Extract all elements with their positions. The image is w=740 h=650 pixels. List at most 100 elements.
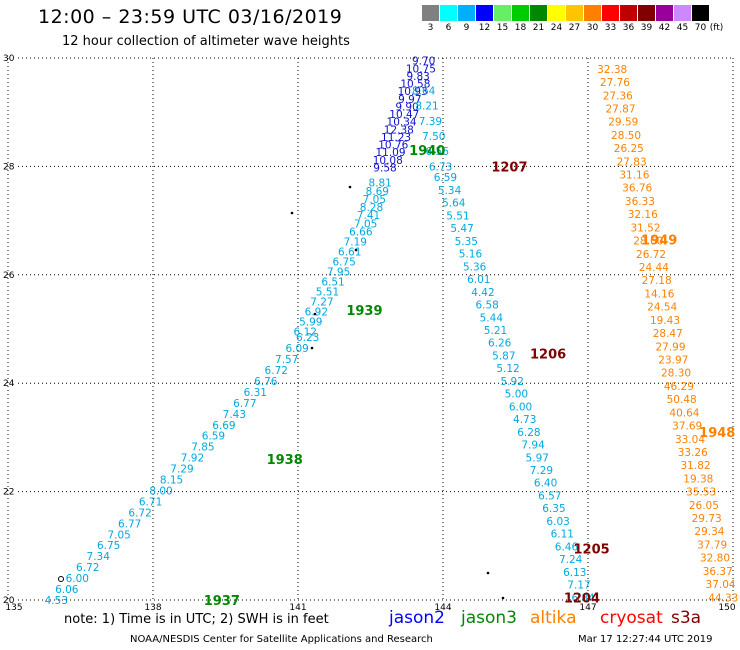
scale-swatch [458,5,475,21]
generation-timestamp: Mar 17 12:27:44 UTC 2019 [578,634,713,645]
wave-height-value: 7.57 [275,354,298,366]
wave-height-value: 5.51 [446,210,469,222]
pass-time-label: 1205 [574,543,610,558]
wave-height-value: 5.36 [463,261,487,273]
wave-height-value: 7.34 [87,551,111,563]
wave-height-value: 5.44 [480,312,504,324]
wave-height-value: 6.69 [212,420,235,432]
wave-height-value: 6.56 [426,146,450,158]
wave-height-value: 11.23 [381,132,411,144]
island-marker [486,571,490,575]
island-marker [313,312,317,316]
scale-swatch [422,5,439,21]
credit-line: NOAA/NESDIS Center for Satellite Applica… [130,634,433,645]
wave-height-value: 6.73 [429,161,452,173]
wave-height-value: 33.26 [678,447,708,459]
wave-height-value: 6.77 [233,398,256,410]
wave-height-value: 5.87 [492,350,515,362]
scale-swatch [584,5,601,21]
wave-height-value: 6.72 [128,507,151,519]
wave-height-value: 7.92 [181,453,204,465]
wave-height-value: 33.04 [675,434,705,446]
scale-label: 9 [463,23,470,33]
scale-swatch [476,5,493,21]
wave-height-value: 6.84 [571,592,595,604]
wave-height-value: 26.05 [689,500,719,512]
scale-swatch [602,5,619,21]
scale-label: 24 [550,23,563,33]
wave-height-value: 26.25 [614,143,644,155]
wave-height-value: 5.00 [505,389,528,401]
wave-height-value: 7.24 [559,554,583,566]
island-marker [348,185,352,189]
wave-height-value: 5.47 [450,223,473,235]
wave-height-value: 8.81 [368,178,391,190]
scale-swatch [530,5,547,21]
lat-tick-label: 20 [3,596,15,606]
wave-height-value: 5.21 [484,325,507,337]
lat-tick-label: 28 [3,162,15,172]
scale-label: 18 [514,23,527,33]
wave-height-value: 8.69 [366,186,389,198]
wave-height-value: 27.36 [603,90,633,102]
scale-label: 30 [586,23,599,33]
wave-height-value: 6.06 [55,584,79,596]
legend-jason2: jason2 [389,608,445,628]
wave-height-value: 6.00 [509,401,532,413]
wave-height-value: 12.38 [384,124,414,136]
lon-tick-label: 150 [718,603,735,613]
wave-height-value: 9.83 [406,71,429,83]
wave-height-value: 7.05 [363,194,386,206]
wave-height-value: 46.29 [664,381,694,393]
scale-swatch [440,5,457,21]
wave-height-value: 27.99 [655,341,685,353]
wave-height-value: 36.76 [622,183,652,195]
pass-time-label: 1937 [204,594,240,609]
wave-height-value: 9.97 [398,94,421,106]
wave-height-value: 5.64 [442,198,466,210]
wave-height-value: 9.58 [373,162,396,174]
wave-height-value: 6.92 [305,307,328,319]
wave-height-value: 7.27 [310,297,333,309]
wave-height-value: 37.69 [672,421,702,433]
lon-tick-label: 147 [579,603,596,613]
wave-height-value: 37.04 [706,579,736,591]
wave-height-value: 4.42 [471,287,494,299]
wave-height-value: 7.43 [223,409,246,421]
units-note: note: 1) Time is in UTC; 2) SWH is in fe… [64,612,329,627]
wave-height-value: 6.00 [66,573,89,585]
pass-time-label: 1939 [346,304,382,319]
scale-label: 15 [496,23,509,33]
wave-height-value: 6.75 [97,540,120,552]
wave-height-value: 28.47 [653,328,683,340]
wave-height-value: 26.72 [636,249,666,261]
wave-height-value: 28.50 [611,130,641,142]
wave-height-value: 31.16 [619,170,649,182]
wave-height-value: 50.48 [667,394,697,406]
lat-tick-label: 24 [3,379,15,389]
scale-swatch [512,5,529,21]
scale-swatch [656,5,673,21]
wave-height-value: 6.13 [563,567,586,579]
island-marker [501,596,505,600]
wave-height-value: 44.33 [708,592,738,604]
wave-height-value: 6.76 [254,376,278,388]
scale-label: 3 [427,23,434,33]
wave-height-value: 8.21 [415,101,438,113]
wave-height-value: 31.52 [630,222,660,234]
scale-label: 21 [532,23,545,33]
scale-swatch [494,5,511,21]
wave-height-value: 7.19 [344,236,367,248]
island-markers [58,185,505,600]
lat-tick-label: 22 [3,488,14,498]
wave-height-value: 29.73 [692,513,722,525]
wave-height-value: 32.38 [597,64,627,76]
wave-height-value: 6.75 [332,257,355,269]
wave-height-value: 5.97 [526,452,549,464]
scale-label: 36 [622,23,635,33]
wave-height-value: 6.72 [76,562,99,574]
wave-height-value: 4.53 [45,595,68,607]
scale-label: 12 [478,23,491,33]
wave-height-value: 7.17 [567,580,590,592]
wave-height-value: 14.16 [644,288,674,300]
